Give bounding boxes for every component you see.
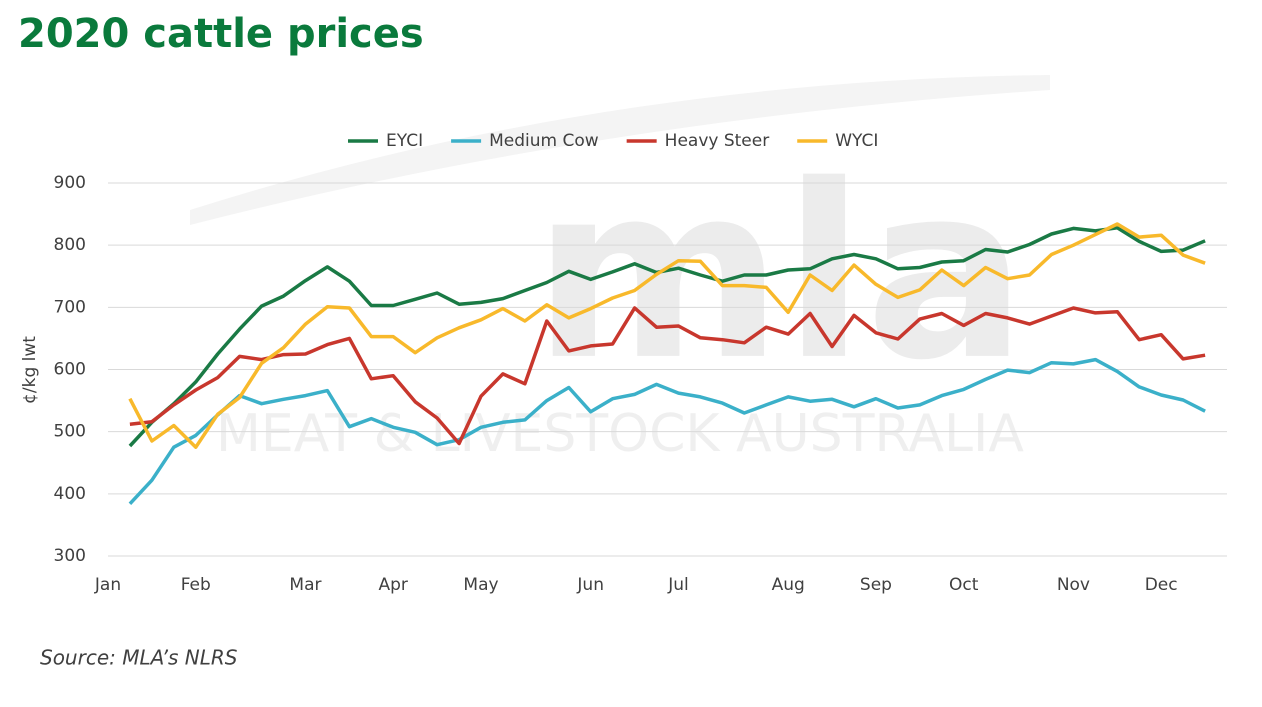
x-tick-label: Oct <box>949 575 979 595</box>
y-axis-title: ¢/kg lwt <box>20 336 40 404</box>
x-tick-label: Feb <box>181 575 211 595</box>
x-tick-label: Jul <box>667 575 689 595</box>
y-tick-label: 700 <box>54 297 86 317</box>
y-tick-label: 800 <box>54 235 86 255</box>
series-line <box>128 222 1206 449</box>
y-tick-label: 900 <box>54 173 86 193</box>
legend-label: Heavy Steer <box>665 131 770 151</box>
x-tick-label: Jan <box>94 575 121 595</box>
x-tick-label: Jun <box>576 575 604 595</box>
y-tick-label: 400 <box>54 484 86 504</box>
watermark-swoosh <box>190 75 1050 225</box>
y-tick-label: 600 <box>54 360 86 380</box>
x-tick-label: Apr <box>379 575 408 595</box>
chart-title: 2020 cattle prices <box>18 11 424 57</box>
legend-label: EYCI <box>386 131 423 151</box>
y-tick-label: 500 <box>54 422 86 442</box>
x-tick-label: Nov <box>1057 575 1090 595</box>
source-note: Source: MLA’s NLRS <box>40 646 238 670</box>
series-line <box>128 226 1206 448</box>
watermark-text: MEAT & LIVESTOCK AUSTRALIA <box>216 404 1024 464</box>
x-tick-label: Mar <box>289 575 321 595</box>
legend-label: WYCI <box>835 131 878 151</box>
x-tick-label: Sep <box>860 575 892 595</box>
series-line <box>129 306 1206 446</box>
legend-label: Medium Cow <box>489 131 599 151</box>
series-line <box>128 357 1206 505</box>
y-tick-label: 300 <box>54 546 86 566</box>
x-tick-label: Aug <box>772 575 805 595</box>
x-tick-label: May <box>463 575 498 595</box>
x-tick-label: Dec <box>1145 575 1178 595</box>
